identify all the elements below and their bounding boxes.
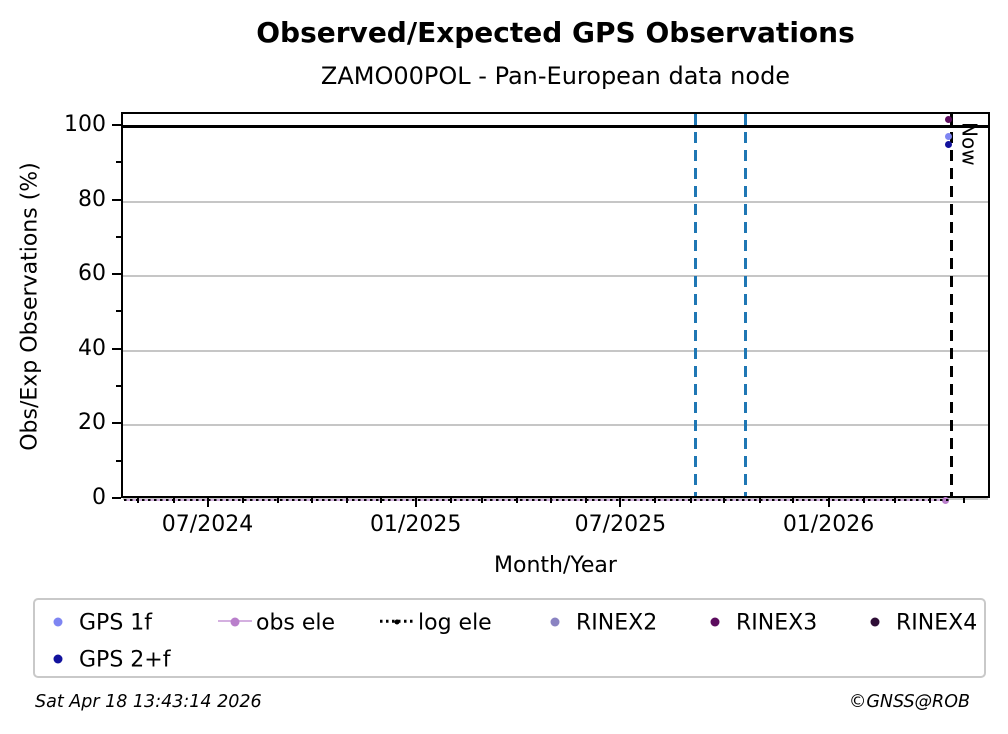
x-tick-label-07-2025: 07/2025 (574, 512, 667, 537)
y-minor-tick-50 (116, 310, 121, 313)
gridline-y60 (123, 275, 988, 278)
x-tick-01-2025 (414, 498, 417, 507)
x-tick-label-01-2026: 01/2026 (782, 512, 875, 537)
y-minor-tick-10 (116, 459, 121, 462)
hline-100 (123, 125, 988, 129)
x-axis-label: Month/Year (494, 553, 617, 578)
chart-subtitle: ZAMO00POL - Pan-European data node (320, 62, 791, 90)
x-minor-tick-2024-11 (345, 498, 348, 503)
x-tick-01-2026 (827, 498, 830, 507)
y-tick-label-60: 60 (78, 261, 106, 287)
x-minor-tick-2025-05 (550, 498, 553, 503)
x-minor-tick-2025-02 (449, 498, 452, 503)
x-minor-tick-2024-10 (310, 498, 313, 503)
x-minor-tick-2026-04 (929, 498, 932, 503)
gridline-y20 (123, 424, 988, 427)
legend-label-gps-2-f: GPS 2+f (79, 647, 171, 673)
y-tick-label-80: 80 (78, 186, 106, 212)
y-tick-label-20: 20 (78, 410, 106, 436)
x-minor-tick-2024-08 (241, 498, 244, 503)
data-point-gps-1f (944, 133, 952, 141)
legend-label-rinex2: RINEX2 (576, 610, 658, 636)
gridline-y40 (123, 349, 988, 352)
footer-copyright: ©GNSS@ROB (848, 692, 970, 712)
x-minor-tick-2025-06 (585, 498, 588, 503)
footer-timestamp: Sat Apr 18 13:43:14 2026 (35, 692, 262, 712)
y-tick-100 (112, 123, 121, 126)
plot-area: Now (121, 112, 990, 504)
x-minor-tick-2026-05 (963, 498, 966, 503)
legend: GPS 1f GPS 2+f obs ele log ele RINEX2 RINEX3 R… (33, 598, 986, 678)
x-tick-label-01-2025: 01/2025 (369, 512, 462, 537)
legend-label-rinex3: RINEX3 (736, 610, 818, 636)
legend-marker-gps-1f (53, 617, 63, 627)
event-line-2 (744, 114, 748, 496)
y-tick-0 (112, 497, 121, 499)
y-tick-label-0: 0 (92, 485, 106, 510)
legend-label-gps-1f: GPS 1f (79, 610, 153, 636)
now-label: Now (957, 122, 982, 166)
legend-marker-obs-ele (230, 617, 240, 627)
x-minor-tick-2024-05 (137, 498, 140, 503)
y-minor-tick-70 (116, 235, 121, 238)
y-tick-60 (112, 273, 121, 276)
now-line (950, 114, 954, 496)
legend-marker-gps-2-f (53, 654, 63, 664)
data-point-rinex3 (944, 116, 952, 124)
x-minor-tick-2024-06 (172, 498, 175, 503)
legend-label-obs-ele: obs ele (256, 610, 336, 636)
x-tick-label-07-2024: 07/2024 (161, 512, 254, 537)
legend-label-log-ele: log ele (418, 610, 492, 636)
legend-marker-log-ele (394, 619, 400, 625)
x-minor-tick-2025-12 (792, 498, 795, 503)
x-minor-tick-2024-12 (379, 498, 382, 503)
gridline-y80 (123, 200, 988, 203)
log-ele-dotted-line (123, 498, 951, 501)
legend-label-rinex4: RINEX4 (896, 610, 978, 636)
x-minor-tick-2024-09 (276, 498, 279, 503)
x-minor-tick-2025-04 (516, 498, 519, 503)
x-minor-tick-2025-09 (689, 498, 692, 503)
y-tick-label-100: 100 (64, 111, 106, 137)
x-minor-tick-2025-03 (481, 498, 484, 503)
data-point-gps-2-f (944, 141, 952, 149)
y-tick-80 (112, 198, 121, 201)
y-tick-20 (112, 422, 121, 425)
x-minor-tick-2025-10 (723, 498, 726, 503)
chart-title: Observed/Expected GPS Observations (256, 16, 855, 49)
legend-marker-rinex2 (550, 617, 560, 627)
x-minor-tick-2025-11 (758, 498, 761, 503)
x-minor-tick-2026-02 (862, 498, 865, 503)
x-minor-tick-2026-03 (894, 498, 897, 503)
y-tick-40 (112, 347, 121, 350)
event-line-1 (694, 114, 698, 496)
x-tick-07-2025 (619, 498, 622, 507)
legend-marker-rinex4 (870, 617, 880, 627)
y-minor-tick-30 (116, 385, 121, 388)
x-tick-07-2024 (206, 498, 209, 507)
y-axis-label: Obs/Exp Observations (%) (17, 162, 43, 451)
x-minor-tick-2025-08 (654, 498, 657, 503)
legend-marker-rinex3 (710, 617, 720, 627)
y-tick-label-40: 40 (78, 335, 106, 361)
y-minor-tick-90 (116, 161, 121, 164)
